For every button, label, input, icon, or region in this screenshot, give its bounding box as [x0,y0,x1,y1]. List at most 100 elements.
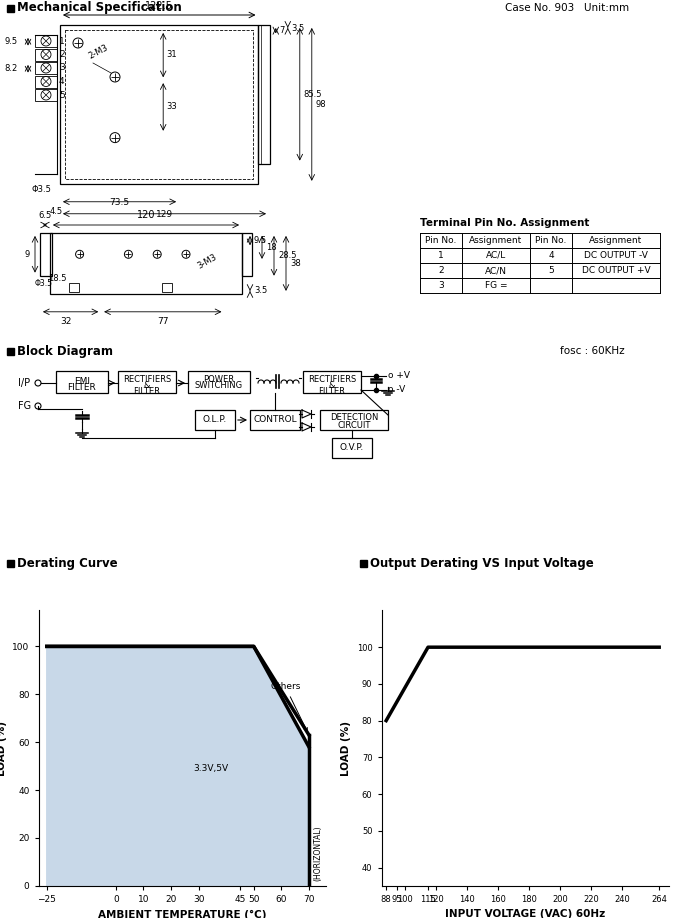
Text: O.L.P.: O.L.P. [203,416,227,424]
Text: 122.5: 122.5 [146,1,173,11]
Text: 2: 2 [59,50,64,59]
Text: 120: 120 [136,210,155,220]
Text: RECTIFIERS: RECTIFIERS [308,375,356,384]
Bar [7,5,14,12]
Text: 32: 32 [60,317,71,326]
Text: Pin No.: Pin No. [426,236,456,245]
Text: FG: FG [18,401,31,411]
Text: 9.5: 9.5 [254,236,267,245]
Bar [35,35,57,47]
Text: AC/N: AC/N [485,266,507,275]
Text: 6.5: 6.5 [38,211,52,220]
Text: FILTER: FILTER [134,387,160,397]
Text: EMI: EMI [74,376,90,386]
Text: 8.2: 8.2 [5,64,18,73]
Y-axis label: LOAD (%): LOAD (%) [341,721,351,776]
Text: &: & [329,382,335,390]
Text: Assignment: Assignment [589,236,643,245]
Text: 129: 129 [156,209,173,218]
Text: POWER: POWER [204,375,234,384]
Text: (HORIZONTAL): (HORIZONTAL) [313,825,322,881]
Text: &: & [144,382,150,390]
Text: FG =: FG = [484,281,508,290]
Bar [303,371,361,393]
Text: O.V.P.: O.V.P. [340,443,364,453]
Text: AC/L: AC/L [486,251,506,260]
Text: RECTIFIERS: RECTIFIERS [123,375,171,384]
Text: 2: 2 [438,266,444,275]
Text: I/P: I/P [18,378,30,388]
Bar [162,283,172,292]
Text: 5: 5 [59,91,64,99]
Polygon shape [47,646,309,886]
Text: 3.5: 3.5 [254,286,267,295]
X-axis label: AMBIENT TEMPERATURE (°C): AMBIENT TEMPERATURE (°C) [98,910,266,918]
Bar [40,233,52,275]
Text: 9.5: 9.5 [5,38,18,46]
Bar [195,410,235,430]
Text: FILTER: FILTER [318,387,346,397]
Text: 3-M3: 3-M3 [196,252,218,270]
Text: o +V: o +V [388,372,410,380]
Text: 77: 77 [157,317,169,326]
Text: Others: Others [270,682,307,732]
Text: 3.5: 3.5 [292,24,305,33]
Text: Pin No.: Pin No. [536,236,567,245]
Text: 31: 31 [166,50,177,59]
Bar [50,233,242,294]
Bar [7,559,14,566]
Text: Derating Curve: Derating Curve [17,556,118,569]
Bar [69,283,79,292]
Text: Case No. 903   Unit:mm: Case No. 903 Unit:mm [505,3,629,13]
Text: CIRCUIT: CIRCUIT [337,420,371,430]
Text: DETECTION: DETECTION [330,412,378,421]
Bar [320,410,388,430]
Bar [35,62,57,74]
Text: 98: 98 [316,100,326,109]
Text: o -V: o -V [388,386,405,395]
Text: FILTER: FILTER [68,384,97,393]
Text: 4: 4 [548,251,554,260]
Text: 73.5: 73.5 [109,197,130,207]
Text: 33: 33 [166,102,177,111]
Text: 9: 9 [25,250,30,259]
Bar [7,348,14,354]
Text: 1: 1 [59,37,64,46]
Text: 38: 38 [290,259,301,268]
Text: 2-M3: 2-M3 [87,43,110,61]
Text: Output Derating VS Input Voltage: Output Derating VS Input Voltage [370,556,594,569]
Bar [332,438,372,458]
Text: 18: 18 [266,243,276,252]
X-axis label: INPUT VOLTAGE (VAC) 60Hz: INPUT VOLTAGE (VAC) 60Hz [445,910,605,918]
Text: 85.5: 85.5 [304,90,322,99]
Text: 4.5: 4.5 [50,207,63,217]
Text: Block Diagram: Block Diagram [17,344,113,357]
Bar [360,559,367,566]
Bar [242,233,252,275]
Text: 3.3V,5V: 3.3V,5V [193,764,228,773]
Bar [56,371,108,393]
Text: 1: 1 [438,251,444,260]
Bar [60,25,258,184]
Text: DC OUTPUT +V: DC OUTPUT +V [582,266,650,275]
Text: fosc : 60KHz: fosc : 60KHz [560,346,624,356]
Text: CONTROL: CONTROL [253,416,297,424]
Text: 18.5: 18.5 [48,274,66,283]
Bar [118,371,176,393]
Text: 4: 4 [59,77,64,86]
Text: Φ3.5: Φ3.5 [32,185,52,195]
Text: DC OUTPUT -V: DC OUTPUT -V [584,251,648,260]
Text: 7: 7 [280,27,285,35]
Bar [258,25,270,163]
Text: Terminal Pin No. Assignment: Terminal Pin No. Assignment [420,218,589,228]
Text: Assignment: Assignment [470,236,523,245]
Bar [65,30,253,179]
Text: Mechanical Specification: Mechanical Specification [17,2,182,15]
Text: 28.5: 28.5 [278,251,297,260]
Y-axis label: LOAD (%): LOAD (%) [0,721,7,776]
Bar [250,410,300,430]
Text: SWITCHING: SWITCHING [195,382,243,390]
Bar [35,49,57,61]
Bar [35,75,57,87]
Text: Φ3.5: Φ3.5 [35,279,53,288]
